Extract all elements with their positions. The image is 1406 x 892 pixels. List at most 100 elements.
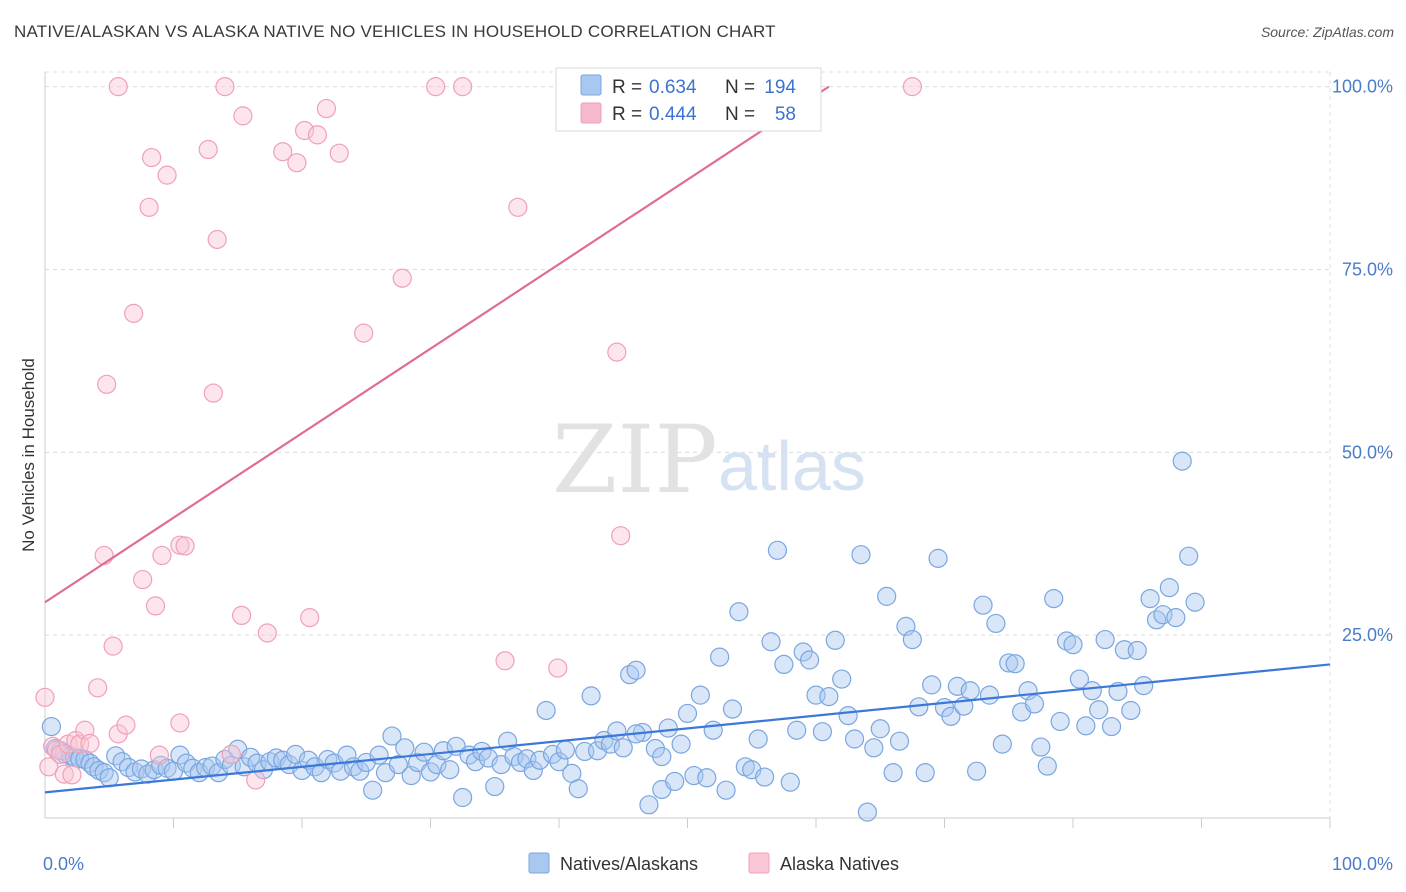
data-point-natives (671, 734, 691, 754)
trend-line-alaska (44, 85, 830, 604)
data-point-natives (767, 540, 788, 560)
data-point-alaska (273, 142, 293, 162)
bottom-legend-alaska: Alaska Natives (780, 854, 899, 874)
data-point-natives (1095, 629, 1115, 650)
data-point-alaska (149, 745, 169, 765)
bottom-legend-swatch-alaska (748, 852, 770, 874)
data-point-alaska (232, 605, 252, 626)
data-point-alaska (221, 744, 241, 764)
data-point-natives (382, 726, 402, 746)
data-point-natives (774, 654, 794, 675)
x-tick-label: 100.0% (1332, 854, 1393, 874)
data-point-natives (967, 761, 987, 781)
data-point-natives (832, 669, 852, 689)
data-point-natives (1069, 669, 1090, 689)
data-point-alaska (62, 765, 82, 785)
data-point-natives (626, 660, 646, 680)
data-point-alaska (142, 147, 162, 168)
data-point-natives (947, 676, 967, 696)
bottom-legend: Natives/Alaskans Alaska Natives (528, 852, 899, 874)
legend-swatch-alaska (580, 102, 602, 124)
series-alaska-natives (35, 77, 922, 790)
data-point-natives (337, 745, 357, 765)
data-point-natives (1101, 716, 1122, 737)
x-tick-label: 0.0% (43, 854, 84, 874)
data-point-natives (1024, 694, 1045, 714)
data-point-natives (1121, 700, 1141, 721)
data-point-natives (369, 745, 389, 765)
data-point-natives (465, 752, 486, 772)
data-point-natives (408, 752, 428, 773)
data-point-natives (1127, 640, 1147, 661)
data-point-natives (1082, 681, 1102, 701)
data-point-alaska (392, 268, 412, 288)
x-tick-labels: 0.0% 100.0% (43, 854, 1393, 874)
data-point-natives (819, 686, 839, 707)
legend-n-label-2: N = (725, 104, 755, 125)
data-point-natives (870, 719, 890, 739)
legend-swatch-natives (580, 74, 602, 96)
data-point-natives (780, 772, 800, 792)
data-point-alaska (97, 374, 117, 394)
legend-n-value-1: 194 (764, 77, 796, 98)
data-point-alaska (157, 165, 177, 185)
data-point-natives (613, 738, 633, 758)
data-point-alaska (508, 197, 528, 217)
data-point-natives (960, 681, 980, 701)
data-point-natives (485, 776, 505, 797)
data-point-alaska (170, 713, 190, 733)
data-point-natives (922, 675, 942, 695)
data-point-alaska (88, 678, 108, 698)
data-point-natives (41, 716, 62, 737)
data-point-natives (915, 763, 935, 783)
y-axis-label: No Vehicles in Household (19, 358, 38, 552)
data-point-alaska (139, 197, 159, 217)
legend: R = 0.634 N = 194 R = 0.444 N = 58 (555, 67, 822, 132)
data-point-alaska (170, 535, 190, 555)
data-point-natives (986, 613, 1006, 634)
data-point-natives (754, 767, 775, 787)
data-point-alaska (215, 77, 235, 97)
data-point-natives (787, 720, 807, 740)
data-point-alaska (611, 526, 631, 546)
data-point-natives (851, 545, 871, 565)
data-point-alaska (124, 303, 144, 323)
data-point-natives (1050, 711, 1070, 732)
data-point-natives (363, 780, 383, 800)
data-point-natives (928, 548, 948, 568)
data-point-alaska (257, 623, 277, 643)
legend-n-label-1: N = (725, 77, 755, 98)
data-point-alaska (103, 636, 123, 656)
data-point-natives (1134, 676, 1154, 696)
data-point-natives (799, 650, 820, 670)
data-point-natives (857, 802, 878, 822)
data-point-natives (1172, 451, 1192, 471)
data-point-natives (877, 586, 897, 606)
data-point-natives (99, 768, 119, 788)
y-tick-label: 75.0% (1342, 259, 1393, 279)
data-point-natives (1166, 608, 1186, 628)
data-point-natives (568, 779, 588, 799)
data-point-alaska (329, 143, 349, 163)
data-point-natives (1146, 610, 1167, 630)
data-point-alaska (607, 342, 627, 362)
data-point-alaska (426, 77, 446, 97)
data-point-natives (716, 780, 736, 800)
y-tick-labels: 25.0% 50.0% 75.0% 100.0% (1332, 77, 1393, 646)
data-point-natives (697, 768, 717, 788)
legend-n-value-2: 58 (775, 104, 796, 125)
data-point-alaska (108, 77, 128, 97)
trend-lines (44, 85, 1331, 794)
data-point-natives (703, 720, 723, 740)
axes (44, 72, 1331, 828)
data-point-alaska (294, 120, 315, 141)
data-point-alaska (80, 733, 100, 754)
data-point-natives (1063, 635, 1083, 655)
data-point-natives (1140, 588, 1160, 609)
data-point-natives (652, 746, 672, 767)
data-point-alaska (902, 77, 922, 97)
data-point-natives (549, 752, 569, 772)
data-point-alaska (152, 545, 172, 566)
data-point-natives (658, 718, 678, 738)
data-point-natives (710, 647, 730, 667)
